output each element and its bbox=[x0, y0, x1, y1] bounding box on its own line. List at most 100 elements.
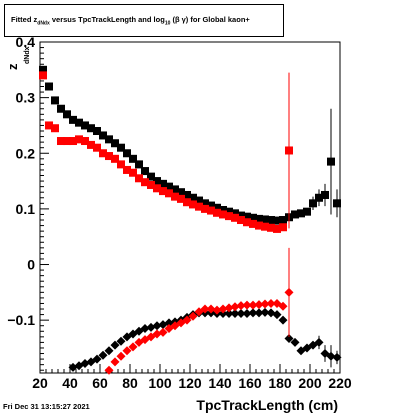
data-point-circle bbox=[254, 308, 264, 318]
data-point-square bbox=[219, 206, 227, 215]
data-point-circle bbox=[278, 301, 288, 311]
data-point-circle bbox=[266, 298, 276, 308]
data-point-square bbox=[57, 104, 65, 113]
data-point-circle bbox=[104, 365, 114, 375]
data-point-square bbox=[129, 154, 137, 163]
title-z-sub: dNdx bbox=[37, 20, 50, 27]
data-point-square bbox=[249, 219, 257, 228]
data-point-square bbox=[279, 223, 287, 232]
data-point-square bbox=[129, 168, 137, 177]
data-point-circle bbox=[158, 327, 168, 337]
y-tick-label: 0.1 bbox=[16, 201, 36, 217]
title-beta-gamma: (β γ) bbox=[172, 15, 189, 24]
y-tick-label: 0.4 bbox=[16, 34, 36, 50]
data-point-square bbox=[39, 65, 47, 74]
data-point-square bbox=[69, 115, 77, 124]
data-point-square bbox=[99, 131, 107, 140]
data-point-square bbox=[135, 160, 143, 169]
data-point-square bbox=[81, 121, 89, 130]
data-point-square bbox=[207, 206, 215, 215]
data-point-circle bbox=[260, 307, 270, 317]
data-point-square bbox=[69, 137, 77, 146]
data-point-square bbox=[165, 189, 173, 198]
x-tick-label: 100 bbox=[148, 375, 172, 391]
data-point-circle bbox=[248, 308, 258, 318]
data-point-square bbox=[153, 177, 161, 186]
data-point-circle bbox=[260, 299, 270, 309]
data-point-square bbox=[225, 207, 233, 216]
y-axis-label-text: z bbox=[5, 63, 20, 70]
data-point-square bbox=[255, 221, 263, 230]
data-point-square bbox=[159, 179, 167, 188]
x-tick-label: 60 bbox=[92, 375, 108, 391]
timestamp: Fri Dec 31 13:15:27 2021 bbox=[3, 402, 90, 411]
title-log-sub: 10 bbox=[164, 20, 171, 27]
x-tick-label: 160 bbox=[238, 375, 262, 391]
data-point-circle bbox=[200, 304, 210, 314]
data-point-square bbox=[147, 180, 155, 189]
data-marks bbox=[39, 65, 342, 375]
data-point-square bbox=[153, 184, 161, 193]
data-point-square bbox=[225, 212, 233, 221]
data-point-circle bbox=[104, 346, 114, 356]
series-2 bbox=[68, 307, 342, 372]
data-point-circle bbox=[182, 315, 192, 325]
data-point-square bbox=[303, 207, 311, 216]
data-point-circle bbox=[224, 303, 234, 313]
data-point-square bbox=[195, 202, 203, 211]
data-point-square bbox=[273, 224, 281, 233]
data-point-circle bbox=[188, 311, 198, 321]
data-point-circle bbox=[332, 352, 342, 362]
data-point-circle bbox=[236, 301, 246, 311]
data-point-square bbox=[45, 82, 53, 91]
data-point-square bbox=[111, 154, 119, 163]
data-point-square bbox=[51, 124, 59, 133]
data-point-square bbox=[105, 152, 113, 161]
data-point-circle bbox=[278, 315, 288, 325]
chart-title: Fitted zdNdx versus TpcTrackLength and l… bbox=[11, 15, 250, 27]
data-point-square bbox=[279, 216, 287, 225]
data-point-square bbox=[75, 118, 83, 127]
data-point-circle bbox=[290, 337, 300, 347]
x-tick-label: 20 bbox=[32, 375, 48, 391]
data-point-square bbox=[117, 143, 125, 152]
data-point-circle bbox=[110, 340, 120, 350]
data-point-square bbox=[171, 185, 179, 194]
data-point-square bbox=[231, 213, 239, 222]
data-point-square bbox=[87, 140, 95, 149]
data-point-circle bbox=[230, 308, 240, 318]
y-tick-label: 0.3 bbox=[16, 90, 36, 106]
data-point-square bbox=[45, 121, 53, 130]
data-point-square bbox=[57, 137, 65, 146]
data-point-square bbox=[261, 215, 269, 224]
data-point-square bbox=[195, 196, 203, 205]
data-point-circle bbox=[272, 310, 282, 320]
x-tick-label: 120 bbox=[178, 375, 202, 391]
title-prefix: Fitted bbox=[11, 15, 32, 24]
data-point-circle bbox=[248, 300, 258, 310]
data-point-square bbox=[267, 216, 275, 225]
data-point-square bbox=[297, 209, 305, 218]
data-point-square bbox=[285, 146, 293, 155]
data-point-circle bbox=[98, 350, 108, 360]
data-point-circle bbox=[122, 346, 132, 356]
data-point-square bbox=[81, 137, 89, 146]
data-point-square bbox=[309, 199, 317, 208]
data-point-square bbox=[123, 165, 131, 174]
data-point-square bbox=[201, 199, 209, 208]
data-point-square bbox=[87, 124, 95, 133]
data-point-square bbox=[219, 210, 227, 219]
data-point-circle bbox=[212, 305, 222, 315]
data-point-circle bbox=[110, 357, 120, 367]
x-tick-label: 200 bbox=[298, 375, 322, 391]
title-middle: versus TpcTrackLength and log bbox=[51, 15, 165, 24]
data-point-square bbox=[117, 160, 125, 169]
data-point-circle bbox=[326, 351, 336, 361]
data-point-square bbox=[93, 127, 101, 136]
data-point-square bbox=[273, 216, 281, 225]
y-tick-labels: −0.1 0 0.1 0.2 0.3 0.4 bbox=[7, 34, 35, 328]
title-suffix: for Global kaon+ bbox=[190, 15, 250, 24]
data-point-circle bbox=[284, 287, 294, 297]
data-point-square bbox=[267, 223, 275, 232]
x-tick-label: 180 bbox=[268, 375, 292, 391]
